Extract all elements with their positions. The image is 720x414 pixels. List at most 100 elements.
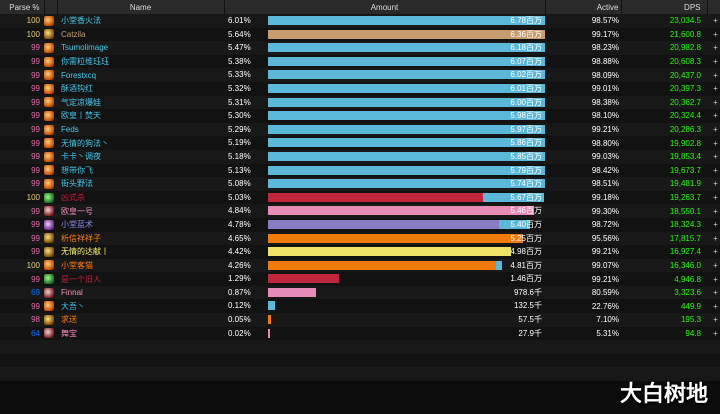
parse-value: 99: [31, 233, 40, 243]
expand-plus-button[interactable]: +: [713, 29, 718, 39]
table-row[interactable]: 99 欧皇一号 4.84% 5.46百万 99.30% 18,550.1 +: [0, 204, 720, 218]
player-name[interactable]: Catzila: [61, 29, 86, 39]
active-value: 7.10%: [596, 315, 619, 325]
table-row[interactable]: 99 无情的达献丨 4.42% 4.98百万 99.21% 16,927.4 +: [0, 245, 720, 259]
table-row[interactable]: 99 气定凉爆娃 5.31% 6.00百万 98.38% 20,362.7 +: [0, 95, 720, 110]
table-row[interactable]: 69 Finnal 0.87% 978.6千 80.59% 3,323.6 +: [0, 285, 720, 300]
header-dps[interactable]: DPS: [621, 0, 708, 14]
header-parse[interactable]: Parse %: [0, 0, 45, 14]
player-name[interactable]: 大吾丶: [61, 301, 85, 311]
player-name[interactable]: 街头野法: [61, 179, 93, 189]
table-row[interactable]: 100 小堂香火法 6.01% 6.78百万 98.57% 23,034.5 +: [0, 14, 720, 28]
active-value: 98.10%: [591, 111, 619, 121]
player-name[interactable]: Forestxcq: [61, 70, 97, 80]
player-name[interactable]: 小堂客猫: [61, 260, 93, 270]
table-row[interactable]: 64 舞宝 0.02% 27.9千 5.31% 94.8 +: [0, 326, 720, 341]
table-row[interactable]: 99 酥酒钩红 5.32% 6.01百万 99.01% 20,397.3 +: [0, 81, 720, 96]
amount-percent: 5.31%: [228, 97, 251, 107]
table-row[interactable]: 99 Feds 5.29% 5.97百万 99.21% 20,286.3 +: [0, 122, 720, 137]
player-name[interactable]: Feds: [61, 125, 79, 135]
player-name[interactable]: 求送: [61, 315, 77, 325]
expand-plus-button[interactable]: +: [713, 179, 718, 189]
expand-plus-button[interactable]: +: [713, 328, 718, 338]
expand-plus-button[interactable]: +: [713, 315, 718, 325]
player-name[interactable]: 小堂香火法: [61, 16, 101, 26]
expand-plus-button[interactable]: +: [713, 247, 718, 257]
player-name[interactable]: 凶式杀: [61, 193, 85, 203]
amount-bar-fill: [268, 16, 545, 25]
table-row[interactable]: 100 小堂客猫 4.26% 4.81百万 99.07% 16,346.0 +: [0, 258, 720, 273]
parse-value: 64: [31, 328, 40, 338]
parse-value: 99: [31, 70, 40, 80]
expand-plus-button[interactable]: +: [713, 206, 718, 216]
player-name[interactable]: 气定凉爆娃: [61, 97, 101, 107]
amount-bar-fill: [268, 247, 511, 257]
table-row[interactable]: 99 欧皇丨焚天 5.30% 5.98百万 98.10% 20,324.4 +: [0, 109, 720, 123]
player-name[interactable]: Finnal: [61, 288, 83, 298]
table-row[interactable]: 99 Tsumolimage 5.47% 6.18百万 98.23% 20,982.8 +: [0, 41, 720, 55]
active-value: 99.07%: [591, 260, 619, 270]
active-value: 98.51%: [591, 179, 619, 189]
header-amount[interactable]: Amount: [224, 0, 546, 14]
player-name[interactable]: Tsumolimage: [61, 43, 109, 53]
dps-value: 449.9: [680, 301, 701, 311]
table-row[interactable]: 99 是一个旧人 1.29% 1.46百万 99.21% 4,946.8 +: [0, 272, 720, 286]
player-name[interactable]: 无情的达献丨: [61, 247, 109, 257]
table-row[interactable]: 99 街头野法 5.08% 5.74百万 98.51% 19,481.9 +: [0, 177, 720, 191]
priest-icon: [44, 219, 54, 230]
player-name[interactable]: 酥酒钩红: [61, 84, 93, 94]
amount-total: 4.81百万: [510, 260, 542, 270]
expand-plus-button[interactable]: +: [713, 288, 718, 298]
table-row[interactable]: 99 大吾丶 0.12% 132.5千 22.76% 449.9 +: [0, 299, 720, 314]
blurred-cell: [0, 367, 720, 381]
expand-plus-button[interactable]: +: [713, 111, 718, 121]
amount-bar: [268, 247, 545, 257]
expand-plus-button[interactable]: +: [713, 138, 718, 148]
expand-plus-button[interactable]: +: [713, 233, 718, 243]
table-row[interactable]: 99 卡卡丶调夜 5.18% 5.85百万 99.03% 19,853.4 +: [0, 149, 720, 164]
expand-plus-button[interactable]: +: [713, 125, 718, 135]
table-row[interactable]: 98 求送 0.05% 57.5千 7.10% 195.3 +: [0, 313, 720, 327]
amount-total: 1.46百万: [510, 274, 542, 284]
amount-bar: [268, 165, 545, 175]
table-row[interactable]: 100 Catzila 5.64% 6.36百万 99.17% 21,600.8 +: [0, 27, 720, 42]
expand-plus-button[interactable]: +: [713, 301, 718, 311]
player-name[interactable]: 舞宝: [61, 328, 77, 338]
expand-plus-button[interactable]: +: [713, 16, 718, 26]
table-row[interactable]: 99 无情的狗法丶 5.19% 5.86百万 98.80% 19,902.8 +: [0, 136, 720, 150]
amount-bar: [268, 328, 545, 338]
player-name[interactable]: 析信祥祥子: [61, 233, 101, 243]
expand-plus-button[interactable]: +: [713, 220, 718, 230]
expand-plus-button[interactable]: +: [713, 165, 718, 175]
table-row[interactable]: 99 你需粒维珏珏 5.38% 6.07百万 98.88% 20,608.3 +: [0, 54, 720, 69]
expand-plus-button[interactable]: +: [713, 274, 718, 284]
expand-plus-button[interactable]: +: [713, 43, 718, 53]
table-row[interactable]: 100 凶式杀 5.03% 5.67百万 99.18% 19,263.7 +: [0, 190, 720, 205]
amount-cell: 4.84% 5.46百万: [224, 204, 545, 218]
table-row[interactable]: 99 小堂蓝术 4.78% 5.40百万 98.72% 18,324.3 +: [0, 217, 720, 232]
amount-total: 5.98百万: [510, 111, 542, 121]
expand-plus-button[interactable]: +: [713, 57, 718, 67]
table-row[interactable]: 99 Forestxcq 5.33% 6.02百万 98.09% 20,437.0 +: [0, 68, 720, 82]
class-icon-cell: [44, 232, 57, 246]
expand-plus-button[interactable]: +: [713, 152, 718, 162]
player-name[interactable]: 卡卡丶调夜: [61, 152, 101, 162]
amount-cell: 0.12% 132.5千: [224, 299, 545, 313]
player-name[interactable]: 小堂蓝术: [61, 220, 93, 230]
player-name[interactable]: 欧皇一号: [61, 206, 93, 216]
player-name[interactable]: 想带你飞: [61, 165, 93, 175]
header-name[interactable]: Name: [57, 0, 225, 14]
table-row[interactable]: 99 析信祥祥子 4.65% 5.25百万 95.56% 17,815.7 +: [0, 231, 720, 246]
expand-plus-button[interactable]: +: [713, 97, 718, 107]
expand-plus-button[interactable]: +: [713, 193, 718, 203]
expand-plus-button[interactable]: +: [713, 260, 718, 270]
table-row[interactable]: 99 想带你飞 5.13% 5.79百万 98.42% 19,673.7 +: [0, 163, 720, 178]
player-name[interactable]: 你需粒维珏珏: [61, 57, 109, 67]
player-name[interactable]: 是一个旧人: [61, 274, 101, 284]
player-name[interactable]: 无情的狗法丶: [61, 138, 109, 148]
player-name[interactable]: 欧皇丨焚天: [61, 111, 101, 121]
expand-plus-button[interactable]: +: [713, 70, 718, 80]
header-active[interactable]: Active: [545, 0, 622, 14]
dps-value: 18,550.1: [669, 206, 701, 216]
expand-plus-button[interactable]: +: [713, 84, 718, 94]
